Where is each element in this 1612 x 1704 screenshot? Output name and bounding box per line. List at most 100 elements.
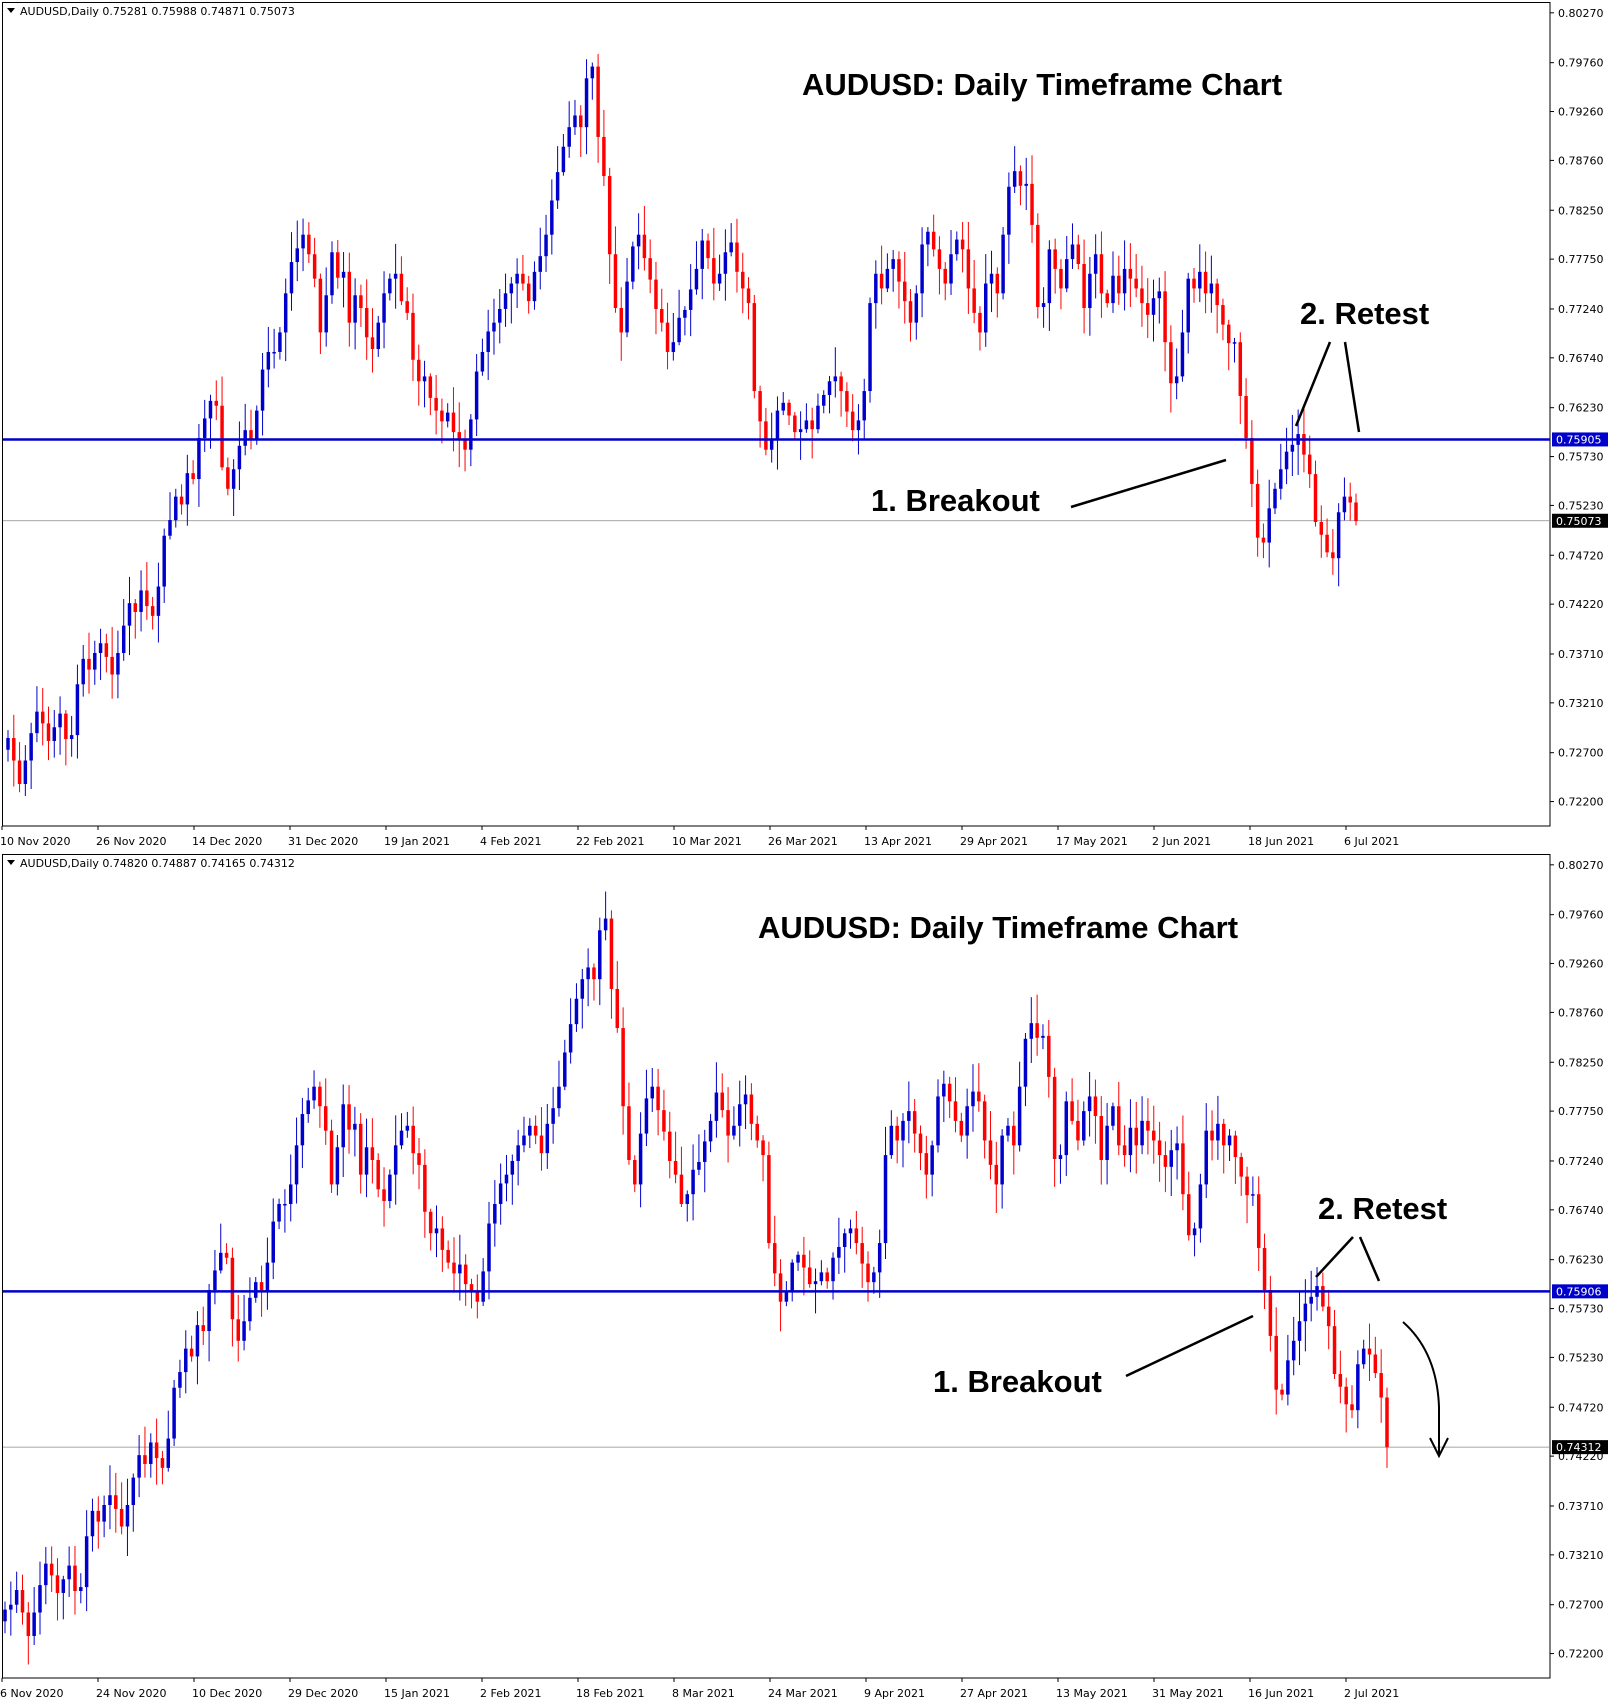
candle-body <box>492 322 496 332</box>
candle-body <box>1331 552 1335 559</box>
candle-body <box>654 279 658 309</box>
candle-body <box>358 1123 363 1175</box>
candle-body <box>480 351 485 372</box>
candle-body <box>288 1184 293 1204</box>
candle-body <box>382 1189 386 1202</box>
candle-body <box>598 930 602 980</box>
candle-body <box>1261 537 1266 543</box>
candle-body <box>891 259 895 269</box>
y-tick-label: 0.74720 <box>1558 1401 1604 1414</box>
candle-body <box>918 1133 923 1154</box>
candle-body <box>1203 271 1208 294</box>
candle-body <box>330 252 334 296</box>
candle-body <box>752 303 757 392</box>
candle-body <box>307 234 311 255</box>
candle-body <box>498 308 502 323</box>
candle-body <box>248 1297 252 1322</box>
candle-body <box>69 735 74 740</box>
candle-body <box>907 1111 911 1121</box>
y-tick-label: 0.79260 <box>1558 106 1604 119</box>
candle-body <box>1210 1130 1214 1141</box>
candle-body <box>813 1281 818 1285</box>
candle-body <box>1105 293 1109 304</box>
candle-body <box>903 281 907 302</box>
candle-body <box>557 1086 561 1109</box>
candle-body <box>625 281 629 333</box>
candle-body <box>1012 1125 1016 1146</box>
chart-panel-top: AUDUSD,Daily 0.75281 0.75988 0.74871 0.7… <box>0 2 1608 848</box>
chart-panel-bottom: AUDUSD,Daily 0.74820 0.74887 0.74165 0.7… <box>0 852 1612 1704</box>
candle-body <box>1064 259 1069 289</box>
y-tick-label: 0.75730 <box>1558 1303 1604 1316</box>
candle-body <box>174 496 178 521</box>
candle-body <box>1297 1321 1302 1341</box>
candle-body <box>9 1604 13 1610</box>
candle-body <box>179 496 184 505</box>
candle-body <box>1216 1123 1220 1141</box>
candle-body <box>842 1233 847 1247</box>
candle-body <box>1140 288 1144 304</box>
x-tick-label: 22 Feb 2021 <box>576 835 644 848</box>
x-tick-label: 31 Dec 2020 <box>288 835 358 848</box>
candle-body <box>883 1155 888 1244</box>
candle-body <box>1221 305 1225 325</box>
candle-body <box>300 1114 305 1146</box>
current-price-label: 0.75073 <box>1556 515 1602 528</box>
candle-body <box>1024 183 1028 186</box>
candle-body <box>889 1125 894 1156</box>
candle-body <box>1012 171 1017 187</box>
candle-body <box>1047 1035 1051 1077</box>
candle-body <box>708 1120 713 1142</box>
candle-body <box>166 1438 171 1468</box>
candle-body <box>1198 1184 1203 1229</box>
down-arrowhead-icon <box>1429 1437 1449 1459</box>
candle-body <box>20 1590 25 1613</box>
y-tick-label: 0.79760 <box>1558 57 1604 70</box>
candle-body <box>67 1565 71 1580</box>
candle-body <box>936 1096 940 1146</box>
candle-body <box>323 1106 328 1131</box>
candle-body <box>162 535 166 587</box>
candle-body <box>1291 1340 1296 1361</box>
dropdown-triangle-icon <box>7 8 15 13</box>
candle-body <box>125 1505 130 1527</box>
candle-body <box>1215 283 1219 306</box>
candle-body <box>545 1123 550 1154</box>
y-tick-label: 0.74220 <box>1558 598 1604 611</box>
candle-body <box>515 273 519 284</box>
candle-body <box>1017 1086 1022 1146</box>
candle-body <box>638 1133 643 1185</box>
candle-body <box>872 1272 876 1283</box>
x-tick-label: 13 May 2021 <box>1056 1687 1128 1700</box>
candle-body <box>451 412 456 433</box>
y-tick-label: 0.72200 <box>1558 1648 1604 1661</box>
retest-pointer-line <box>1294 341 1332 427</box>
candle-body <box>137 1455 141 1478</box>
candle-body <box>231 469 236 489</box>
candle-body <box>767 1155 771 1244</box>
y-tick-label: 0.72700 <box>1558 1599 1604 1612</box>
candle-body <box>219 1252 223 1271</box>
candle-body <box>995 273 1000 294</box>
candle-body <box>376 1159 380 1190</box>
candle-body <box>1350 1404 1354 1411</box>
x-tick-label: 9 Apr 2021 <box>864 1687 925 1700</box>
candle-body <box>154 1442 159 1459</box>
candle-body <box>825 1272 829 1282</box>
candle-body <box>405 1125 410 1131</box>
candle-body <box>1163 1155 1168 1167</box>
candle-body <box>960 239 965 250</box>
candle-body <box>504 1174 509 1184</box>
candle-body <box>40 711 45 724</box>
candle-body <box>224 1252 229 1258</box>
candle-body <box>959 1120 964 1136</box>
candle-body <box>428 1211 433 1234</box>
candle-body <box>1209 283 1214 294</box>
candle-body <box>561 146 566 173</box>
candle-body <box>119 1508 124 1527</box>
candle-body <box>306 1100 310 1115</box>
candle-body <box>110 656 114 675</box>
candle-body <box>1041 303 1046 308</box>
candle-body <box>329 1130 334 1185</box>
candle-body <box>1122 268 1127 294</box>
